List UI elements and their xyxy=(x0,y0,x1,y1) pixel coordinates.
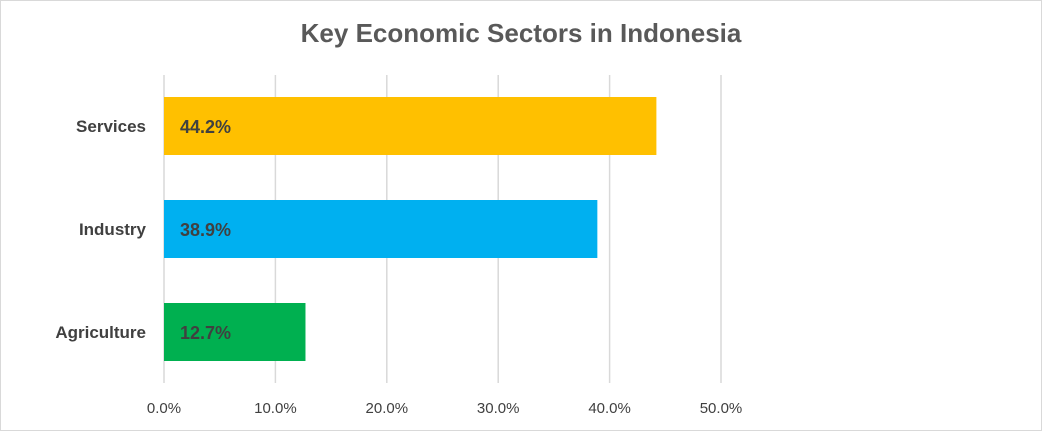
data-label-services: 44.2% xyxy=(180,117,231,137)
bar-agriculture xyxy=(164,303,306,361)
tick-label-5: 50.0% xyxy=(700,400,743,417)
tick-label-2: 20.0% xyxy=(366,400,409,417)
category-labels: Services Industry Agriculture xyxy=(55,117,146,342)
category-label-services: Services xyxy=(76,117,146,136)
chart-title: Key Economic Sectors in Indonesia xyxy=(300,18,742,48)
tick-label-0: 0.0% xyxy=(147,400,181,417)
tick-label-4: 40.0% xyxy=(588,400,631,417)
category-label-agriculture: Agriculture xyxy=(55,323,146,342)
bar-industry xyxy=(164,200,598,258)
bar-services xyxy=(164,97,657,155)
category-label-industry: Industry xyxy=(79,220,147,239)
tick-label-3: 30.0% xyxy=(477,400,520,417)
bars: 44.2% 38.9% 12.7% xyxy=(164,97,657,361)
data-label-agriculture: 12.7% xyxy=(180,323,231,343)
data-label-industry: 38.9% xyxy=(180,220,231,240)
tick-label-1: 10.0% xyxy=(254,400,297,417)
tick-labels: 0.0% 10.0% 20.0% 30.0% 40.0% 50.0% xyxy=(147,400,742,417)
